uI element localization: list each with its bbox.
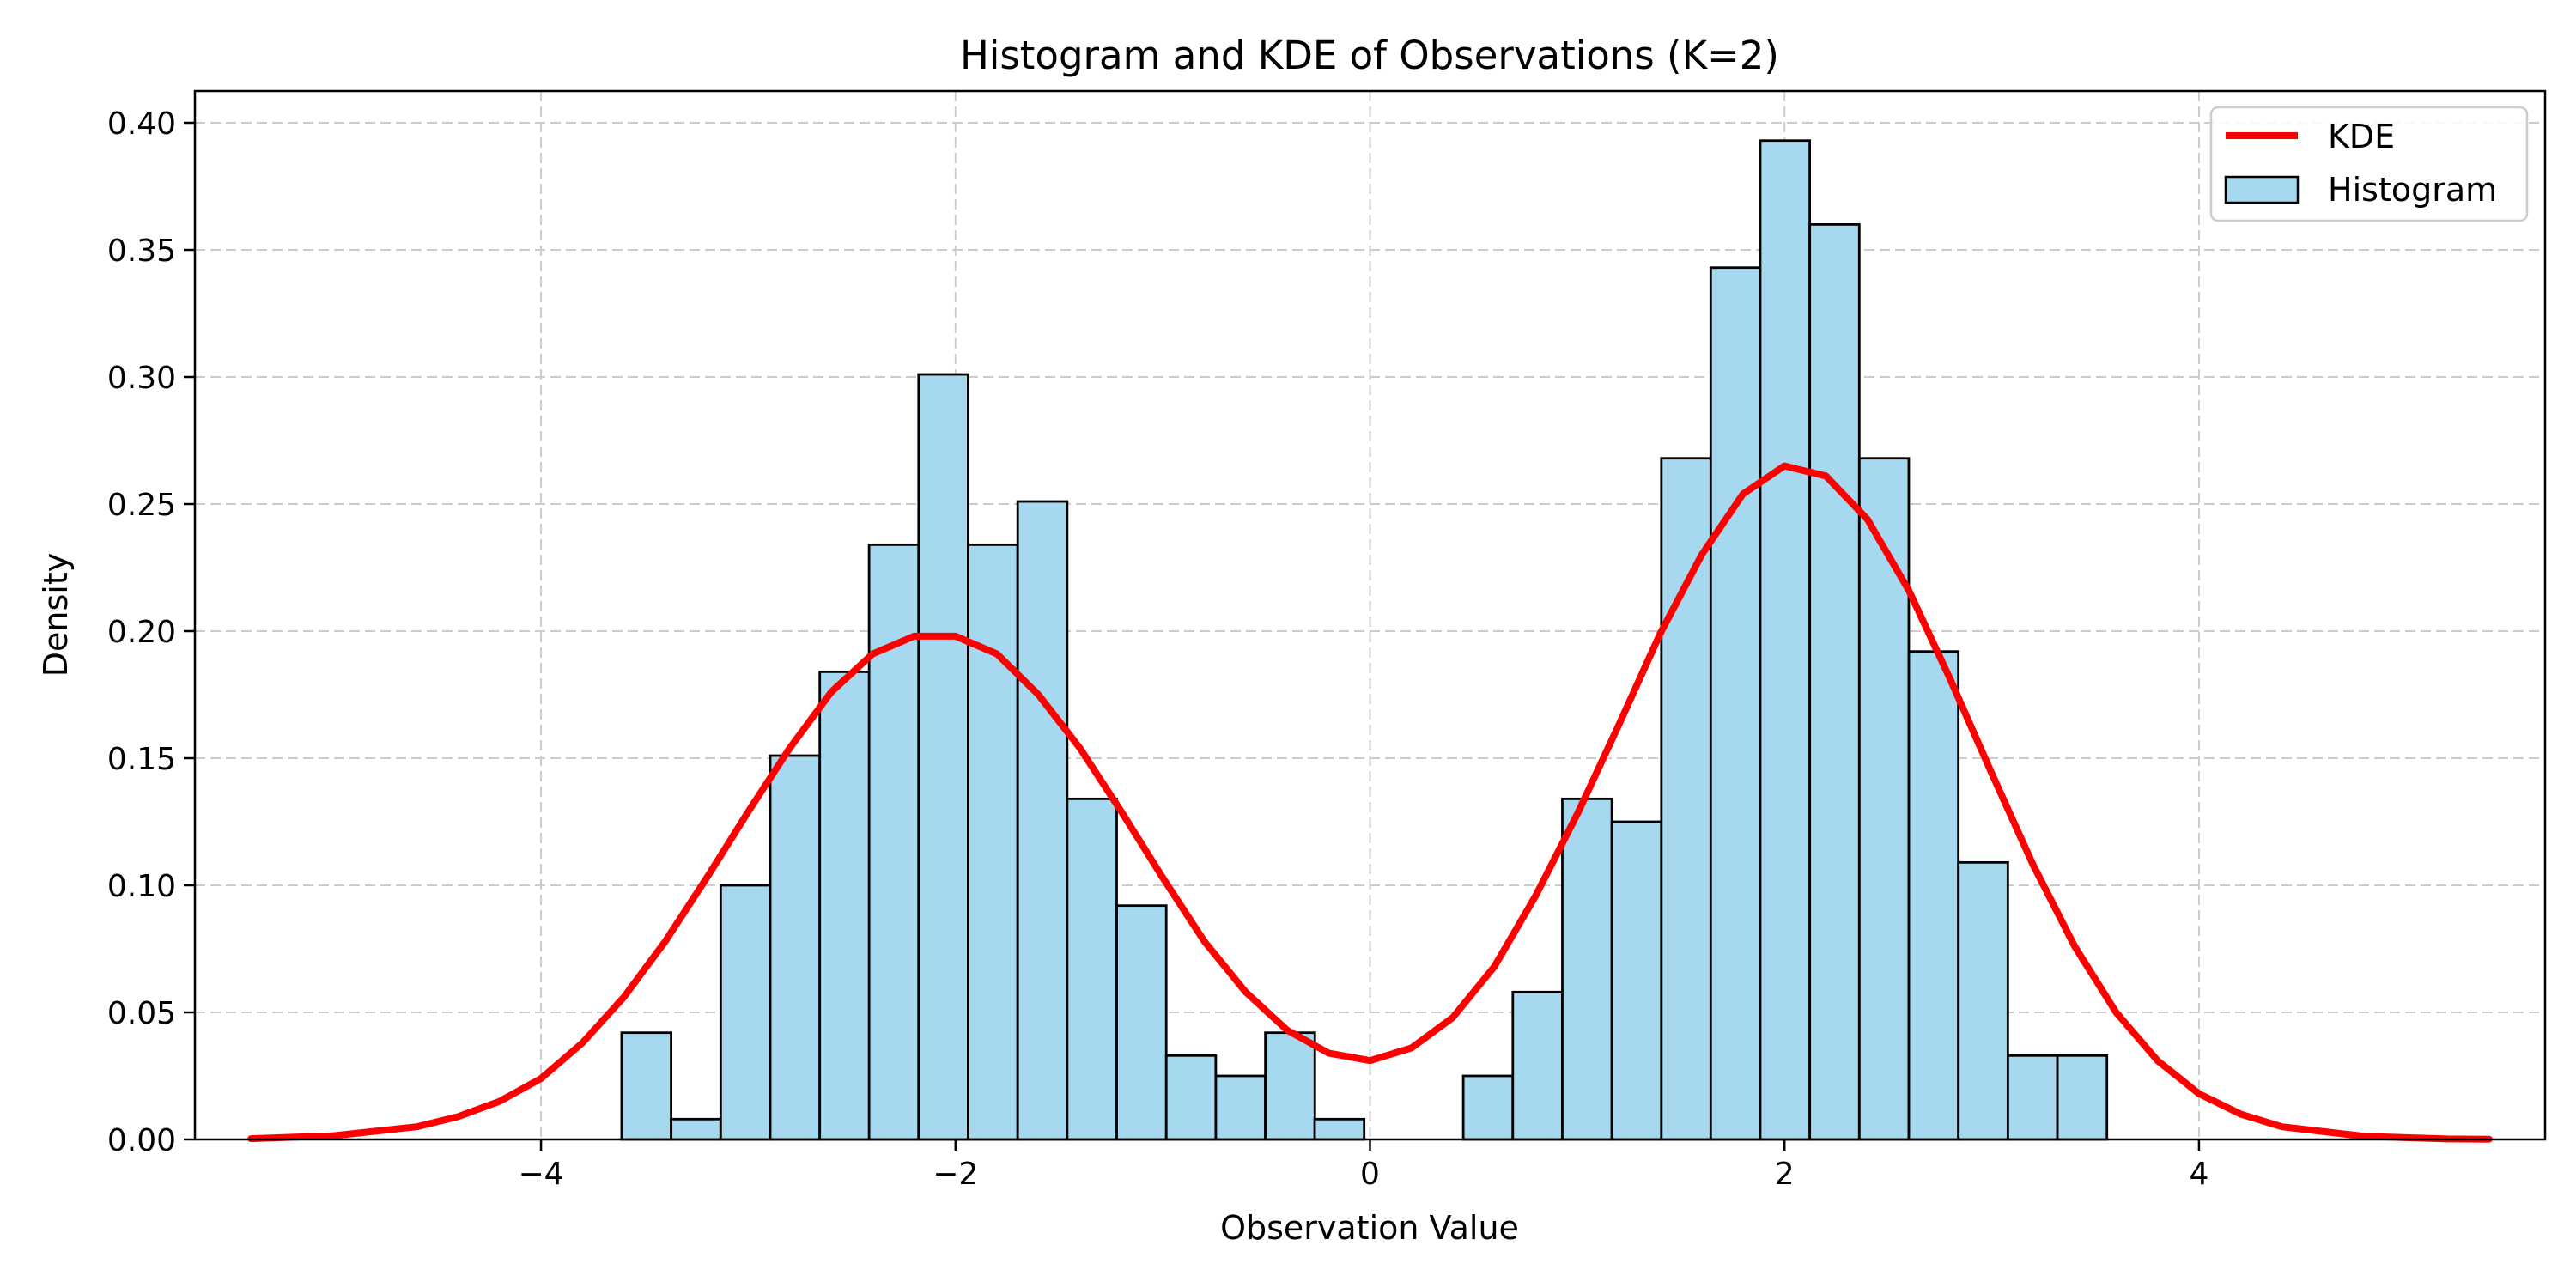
histogram-bar-11	[1164, 1054, 1218, 1141]
kde-line	[247, 462, 2493, 1143]
histogram-bar-25	[1857, 457, 1911, 1141]
histogram-bar-0	[620, 1031, 672, 1141]
y-tick-label-7: 0.35	[107, 234, 176, 269]
x-tick-label-2: 0	[1360, 1157, 1380, 1192]
histogram-bar-10	[1115, 904, 1168, 1141]
y-axis-ticks: 0.00 0.05 0.10 0.15 0.20 0.25 0.30 0.35 0.40	[107, 106, 195, 1158]
histogram-bar-1	[670, 1117, 722, 1141]
histogram-bar-26	[1907, 650, 1960, 1141]
histogram-bar-27	[1957, 860, 2009, 1141]
histogram-bar-24	[1808, 222, 1861, 1141]
histogram-bar-12	[1214, 1074, 1267, 1141]
histogram-bar-3	[769, 754, 822, 1141]
x-tick-label-4: 4	[2189, 1157, 2208, 1192]
histogram-bar-28	[2006, 1054, 2059, 1141]
histogram-bar-29	[2056, 1054, 2109, 1141]
legend-label-kde: KDE	[2328, 118, 2395, 155]
x-axis-label: Observation Value	[1220, 1209, 1519, 1247]
chart-title: Histogram and KDE of Observations (K=2)	[960, 33, 1779, 78]
histogram-bar-22	[1709, 266, 1762, 1141]
histogram-bar-20	[1610, 820, 1663, 1141]
histogram-bar-9	[1066, 797, 1118, 1141]
histogram-bar-14	[1313, 1117, 1366, 1141]
x-tick-label-1: −2	[933, 1157, 978, 1192]
legend: KDE Histogram	[2209, 106, 2529, 222]
x-tick-label-0: −4	[519, 1157, 564, 1192]
legend-label-histogram: Histogram	[2328, 171, 2497, 209]
y-tick-label-8: 0.40	[107, 106, 176, 142]
histogram-bar-2	[719, 884, 772, 1141]
histogram-bar-4	[818, 670, 871, 1141]
histogram-bar-18	[1511, 990, 1564, 1141]
y-tick-label-5: 0.25	[107, 488, 176, 523]
y-tick-label-1: 0.05	[107, 996, 176, 1031]
histogram-bar-13	[1264, 1031, 1316, 1141]
legend-histogram-swatch	[2224, 175, 2300, 204]
histogram-bar-21	[1660, 457, 1712, 1141]
histogram-bar-17	[1461, 1074, 1515, 1141]
histogram-bar-6	[917, 373, 969, 1141]
y-tick-label-2: 0.10	[107, 869, 176, 904]
y-tick-label-6: 0.30	[107, 361, 176, 396]
y-tick-label-3: 0.15	[107, 742, 176, 777]
histogram-bar-7	[967, 543, 1019, 1141]
y-axis-label: Density	[37, 553, 75, 677]
histogram-bar-19	[1561, 797, 1613, 1141]
y-tick-label-0: 0.00	[107, 1123, 176, 1158]
y-tick-label-4: 0.20	[107, 615, 176, 650]
histogram-bar-8	[1016, 500, 1069, 1141]
x-axis-ticks: −4 −2 0 2 4	[519, 1139, 2208, 1192]
histogram-bars	[620, 139, 2109, 1141]
x-tick-label-3: 2	[1775, 1157, 1795, 1192]
histogram-bar-23	[1759, 139, 1812, 1141]
